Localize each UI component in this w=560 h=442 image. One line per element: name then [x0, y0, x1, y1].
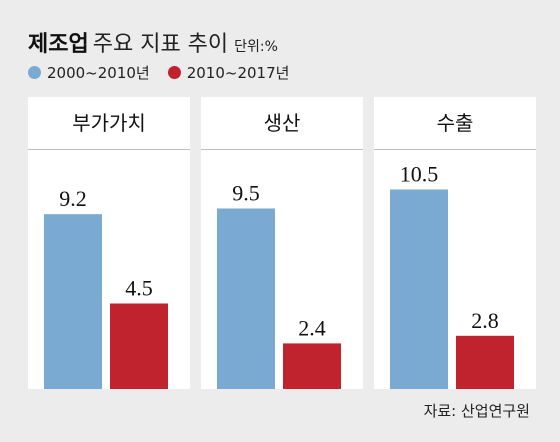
data-label-export-series1: 10.5	[400, 162, 439, 187]
legend-label-series2: 2010~2017년	[186, 64, 290, 82]
legend: 2000~2010년 2010~2017년	[28, 62, 307, 83]
panel-title-value-added: 부가가치	[28, 97, 190, 150]
bar-value-added-series2	[110, 303, 168, 389]
legend-item-series1: 2000~2010년	[28, 62, 150, 83]
unit-label: 단위:%	[234, 39, 278, 55]
legend-label-series1: 2000~2010년	[47, 64, 150, 82]
legend-item-series2: 2010~2017년	[167, 62, 290, 83]
legend-swatch-series1	[28, 66, 41, 79]
bar-production-series2	[283, 343, 341, 389]
bar-export-series2	[456, 335, 514, 389]
data-label-value-added-series1: 9.2	[59, 186, 87, 211]
bar-export-series1	[390, 189, 448, 389]
data-label-export-series2: 2.8	[471, 308, 499, 333]
source-note: 자료: 산업연구원	[423, 402, 530, 420]
legend-swatch-series2	[167, 66, 181, 79]
panel-title-production: 생산	[201, 97, 363, 150]
data-label-production-series1: 9.5	[232, 181, 260, 206]
bar-production-series1	[217, 208, 275, 389]
title-rest: 주요 지표 추이	[92, 32, 229, 57]
data-label-value-added-series2: 4.5	[125, 276, 153, 301]
panel-title-export: 수출	[374, 97, 536, 150]
chart-title: 제조업 주요 지표 추이 단위:%	[28, 26, 278, 58]
title-bold: 제조업	[28, 32, 89, 57]
bar-value-added-series1	[44, 214, 102, 389]
data-label-production-series2: 2.4	[298, 315, 326, 340]
